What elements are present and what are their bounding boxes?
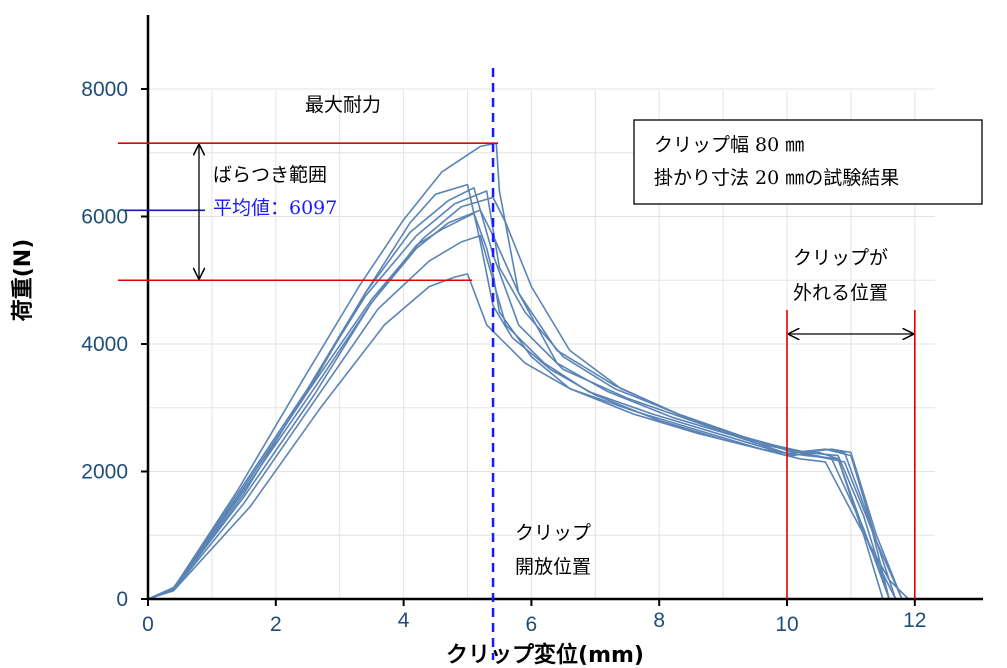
axis-title-y: 荷重(N) <box>11 239 36 322</box>
detach-label-1: クリップが <box>793 247 888 269</box>
series-line-5 <box>147 273 897 600</box>
average-label: 平均値：6097 <box>213 197 337 219</box>
x-tick-label: 10 <box>775 613 798 636</box>
series-line-8 <box>147 187 890 600</box>
x-tick-label: 8 <box>653 609 665 632</box>
axis-title-x: クリップ変位(mm) <box>446 642 644 668</box>
clip-open-label-1: クリップ <box>515 522 591 544</box>
x-tick-label: 4 <box>398 609 410 632</box>
y-tick-label: 4000 <box>81 333 128 356</box>
clip-open-label-2: 開放位置 <box>515 556 591 578</box>
tick-labels: 0 2 4 6 8 10 12 0 2000 4000 6000 8000 <box>81 78 926 636</box>
max-load-label: 最大耐力 <box>305 94 381 116</box>
condition-box <box>633 119 983 205</box>
x-tick-label: 12 <box>903 609 926 632</box>
range-label: ばらつき範囲 <box>213 164 327 186</box>
axes <box>141 15 983 606</box>
x-tick-label: 6 <box>526 613 538 636</box>
y-tick-label: 6000 <box>81 206 128 229</box>
detach-label-2: 外れる位置 <box>793 282 888 304</box>
series-group <box>147 142 909 600</box>
box-line-2: 掛かり寸法 20 ㎜の試験結果 <box>654 167 899 189</box>
x-tick-label: 0 <box>142 613 154 636</box>
series-line-4 <box>147 234 903 600</box>
box-line-1: クリップ幅 80 ㎜ <box>654 134 804 156</box>
y-tick-label: 2000 <box>81 461 128 484</box>
series-line-1 <box>147 212 909 600</box>
series-line-9 <box>147 209 897 600</box>
x-tick-label: 2 <box>270 613 282 636</box>
y-tick-label: 0 <box>116 588 128 611</box>
y-tick-label: 8000 <box>81 78 128 101</box>
